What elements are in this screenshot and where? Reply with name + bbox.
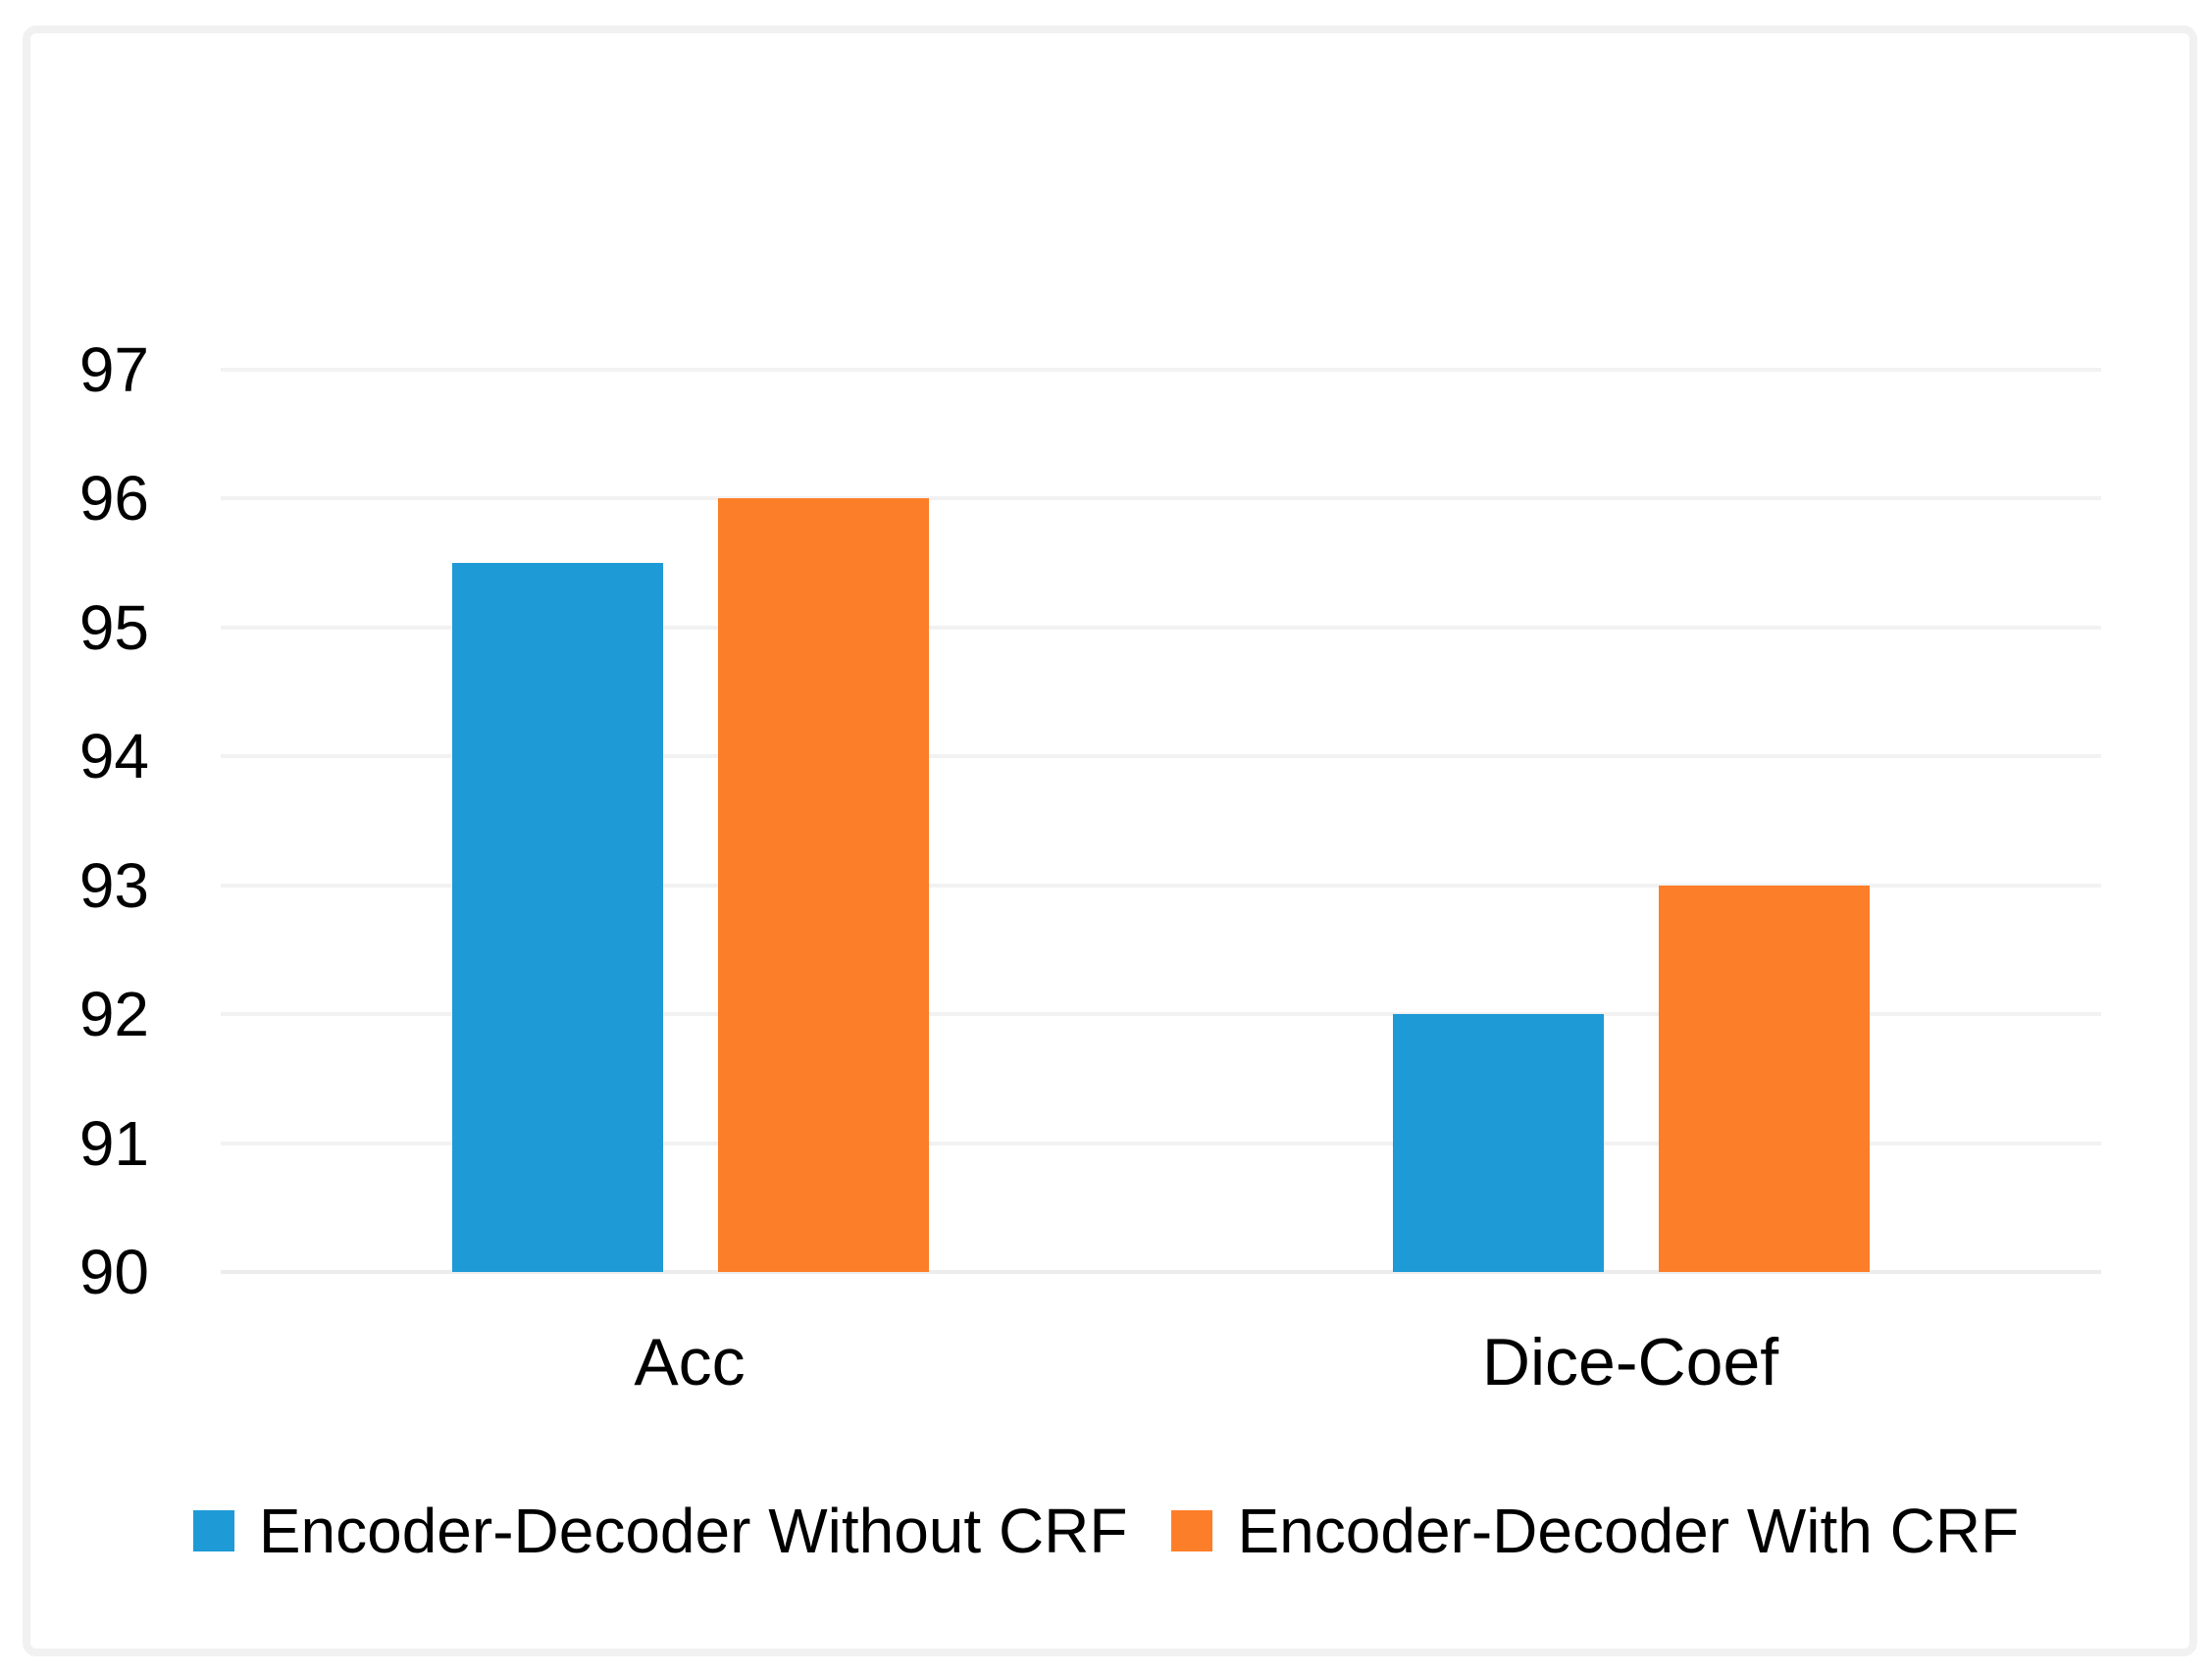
gridline-91 [221,1141,2101,1145]
gridline-97 [221,368,2101,372]
gridline-94 [221,754,2101,759]
y-tick-label-96: 96 [78,463,149,534]
y-tick-label-97: 97 [78,334,149,405]
x-axis-label-dice-coef: Dice-Coef [1481,1325,1779,1399]
bar-dice-coef-encoder-decoder-without-crf [1392,1014,1604,1272]
gridline-90 [221,1270,2101,1274]
bar-acc-encoder-decoder-without-crf [451,563,663,1272]
y-tick-label-91: 91 [78,1107,149,1179]
legend-item-without-crf: Encoder-Decoder Without CRF [192,1496,1128,1566]
y-tick-label-90: 90 [78,1237,149,1307]
gridline-95 [221,625,2101,630]
gridline-93 [221,883,2101,888]
y-tick-label-92: 92 [78,979,149,1050]
legend-swatch-with-crf-icon [1171,1510,1213,1551]
legend-label-with-crf: Encoder-Decoder With CRF [1237,1496,2020,1566]
x-axis-label-acc: Acc [634,1325,746,1399]
bar-dice-coef-encoder-decoder-with-crf [1658,885,1870,1272]
chart-border-frame [23,25,2197,1656]
y-tick-label-95: 95 [78,591,149,663]
legend: Encoder-Decoder Without CRF Encoder-Deco… [30,1489,2182,1573]
legend-item-with-crf: Encoder-Decoder With CRF [1171,1496,2019,1566]
gridline-96 [221,496,2101,501]
bar-acc-encoder-decoder-with-crf [717,498,929,1272]
y-tick-label-93: 93 [78,849,149,921]
legend-label-without-crf: Encoder-Decoder Without CRF [258,1496,1128,1566]
gridline-92 [221,1012,2101,1017]
legend-swatch-without-crf-icon [192,1510,234,1551]
y-tick-label-94: 94 [78,721,149,792]
